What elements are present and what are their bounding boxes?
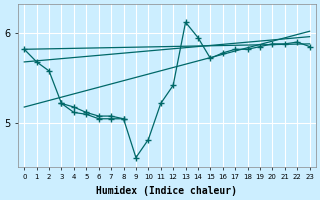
X-axis label: Humidex (Indice chaleur): Humidex (Indice chaleur) [96,186,237,196]
